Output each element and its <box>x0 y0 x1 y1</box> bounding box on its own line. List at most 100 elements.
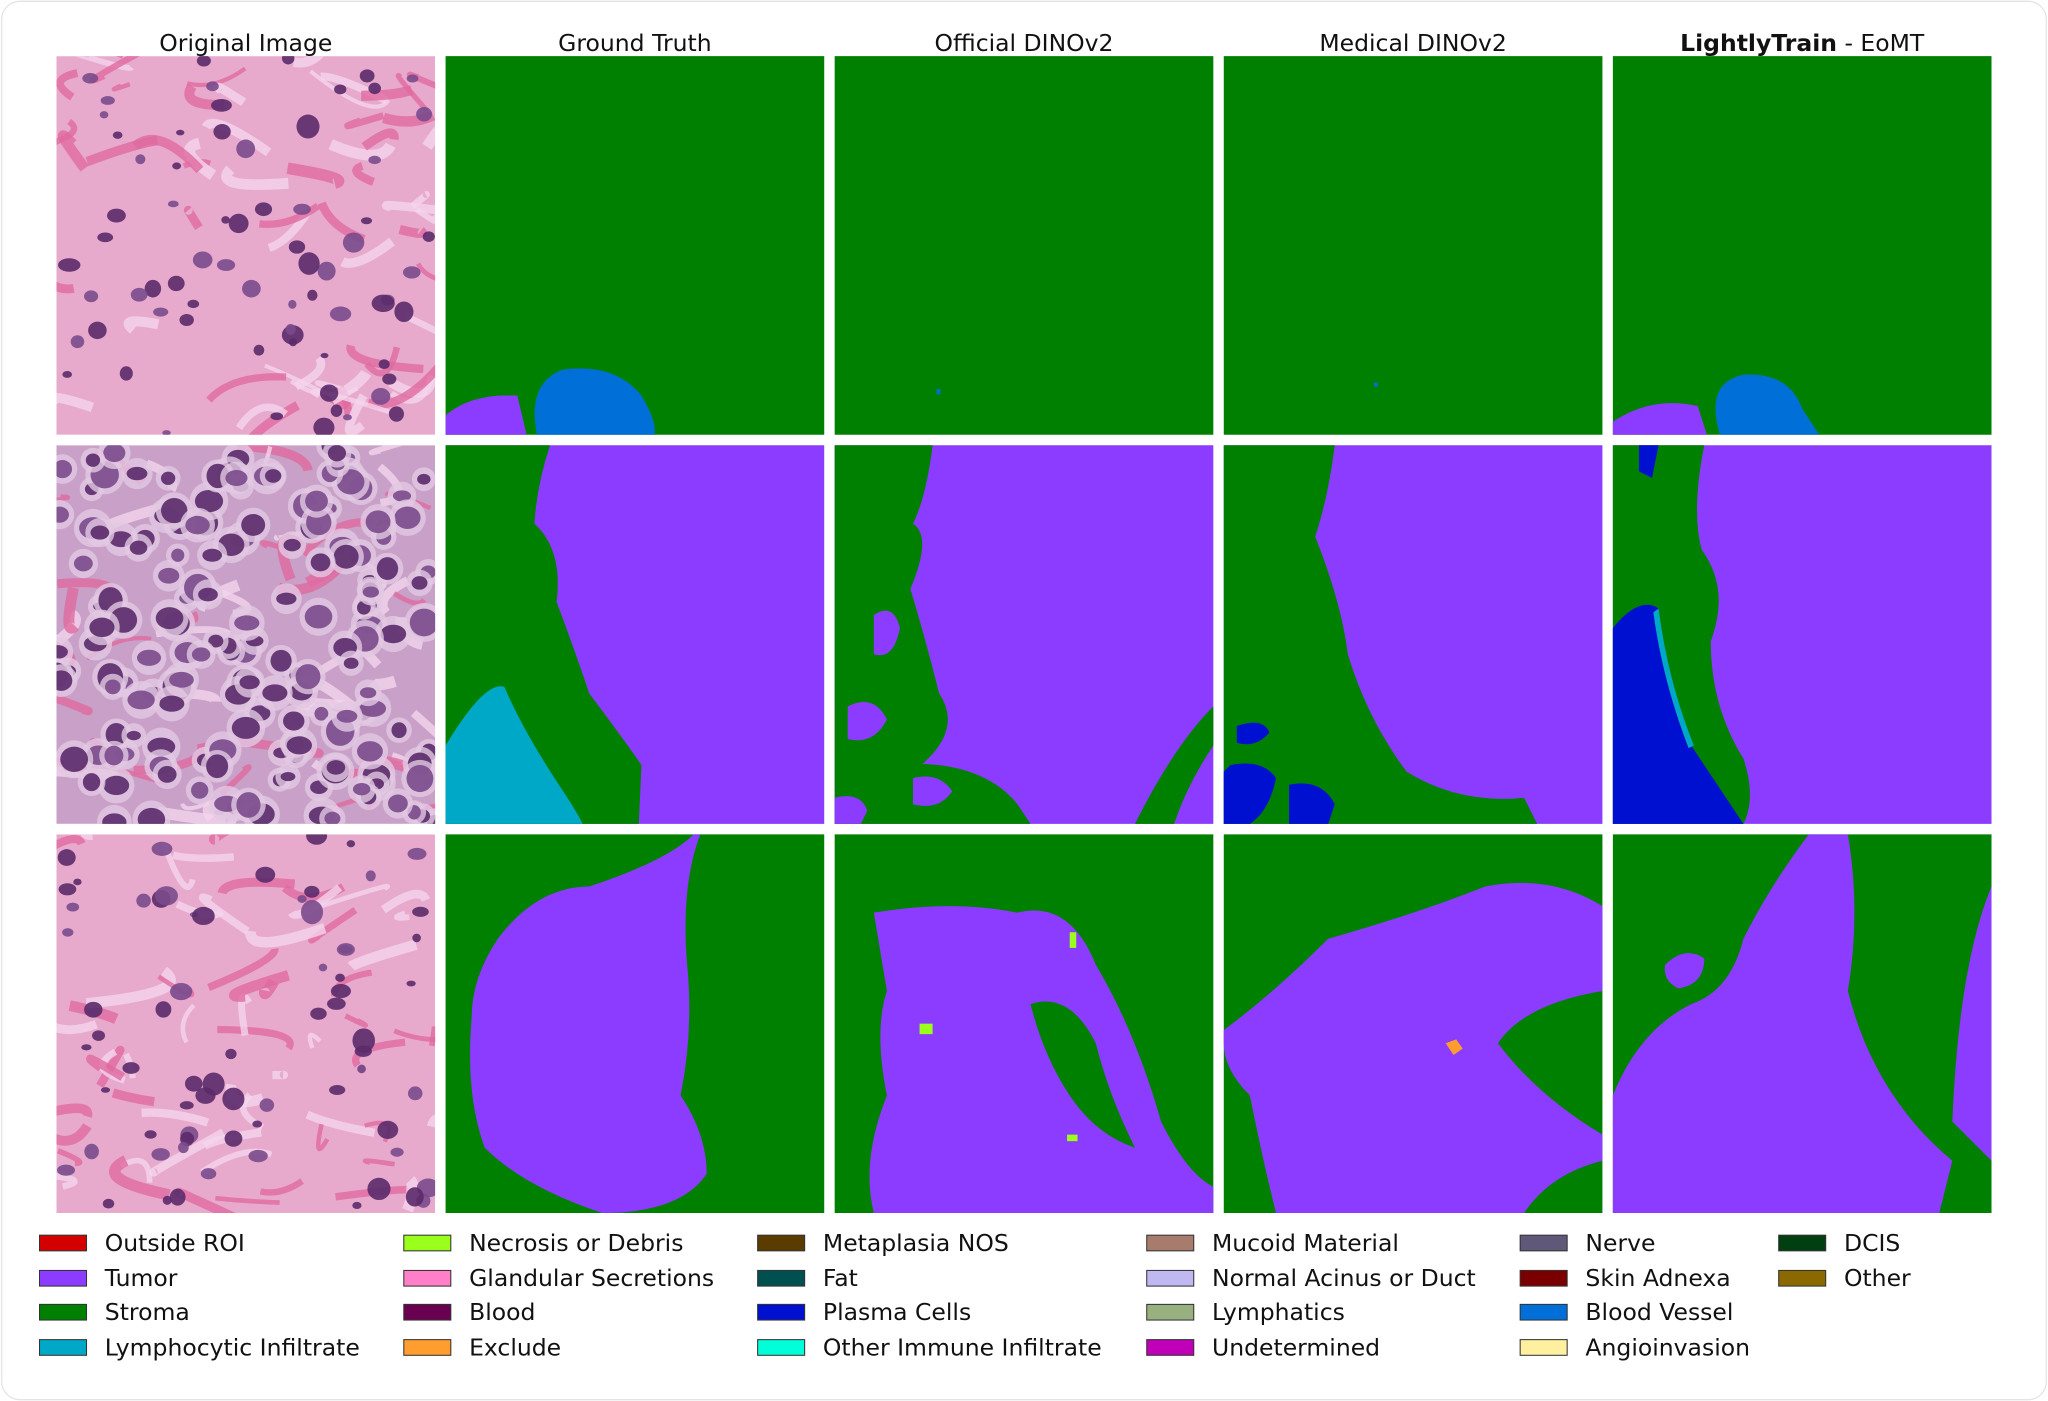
fiber <box>111 1088 155 1107</box>
mask-region <box>1289 783 1335 824</box>
nucleus <box>161 498 188 524</box>
nucleus <box>283 538 301 552</box>
segmentation-mask <box>1223 445 1603 824</box>
nucleus <box>234 615 260 631</box>
nucleus <box>304 885 320 898</box>
fiber <box>378 576 410 616</box>
fiber <box>415 207 436 225</box>
panels <box>56 56 1992 1213</box>
nucleus <box>336 469 365 495</box>
legend-swatch <box>38 1339 88 1356</box>
legend-swatch <box>38 1303 88 1321</box>
fiber <box>111 82 131 92</box>
nucleus <box>422 231 435 242</box>
nucleus <box>167 200 179 208</box>
nucleus <box>317 261 336 281</box>
fiber <box>149 1128 226 1177</box>
nucleus <box>171 548 185 562</box>
legend-swatch <box>403 1339 452 1356</box>
nucleus <box>288 338 298 347</box>
nucleus <box>194 489 224 513</box>
legend-label: Angioinvasion <box>1585 1333 1750 1361</box>
legend-swatch <box>1146 1339 1195 1356</box>
fiber <box>366 364 436 409</box>
nucleus <box>191 781 209 799</box>
nucleus <box>167 275 185 292</box>
legend-swatch <box>1778 1269 1827 1287</box>
mask-region <box>1612 403 1707 435</box>
nucleus <box>103 775 130 796</box>
nucleus <box>280 772 296 782</box>
nucleus <box>241 514 266 536</box>
nucleus <box>259 1098 275 1112</box>
legend-label: Stroma <box>105 1298 190 1326</box>
nucleus <box>84 1001 103 1018</box>
fiber <box>393 1028 436 1042</box>
legend-label: Undetermined <box>1212 1333 1380 1361</box>
fiber <box>56 281 75 294</box>
nucleus <box>206 754 229 779</box>
nucleus <box>162 430 171 435</box>
nucleus <box>371 388 391 405</box>
nucleus <box>57 1164 75 1176</box>
fiber <box>208 834 230 845</box>
legend-label: Fat <box>823 1264 858 1292</box>
histology-image <box>56 56 436 435</box>
mask-region <box>834 796 868 824</box>
nucleus <box>357 1065 366 1073</box>
nucleus <box>73 878 82 886</box>
nucleus <box>236 139 256 159</box>
mask-region <box>1030 1001 1135 1148</box>
nucleus <box>295 664 321 690</box>
legend: Outside ROI Tumor Stroma Lymphocytic Infilt… <box>38 1229 1911 1361</box>
mask-region <box>1067 1134 1078 1142</box>
nucleus <box>202 548 222 562</box>
fiber <box>364 346 401 377</box>
nucleus <box>57 849 76 866</box>
nucleus <box>262 684 288 702</box>
mask-region <box>470 834 707 1213</box>
fiber <box>340 237 395 268</box>
fiber <box>221 165 289 190</box>
nucleus <box>343 657 359 669</box>
legend-label: DCIS <box>1844 1229 1900 1257</box>
nucleus <box>354 1045 372 1057</box>
mask-region <box>1223 763 1276 824</box>
legend-label: Metaplasia NOS <box>823 1229 1009 1257</box>
nucleus <box>211 98 232 112</box>
segmentation-mask <box>1223 56 1603 435</box>
nucleus <box>286 736 312 755</box>
legend-swatch <box>1519 1234 1568 1252</box>
fiber <box>215 1195 280 1205</box>
legend-swatch <box>757 1339 806 1356</box>
fiber <box>362 1158 396 1167</box>
nucleus <box>191 647 211 662</box>
legend-swatch <box>403 1303 452 1321</box>
fiber <box>56 392 95 413</box>
nucleus <box>342 414 352 421</box>
nucleus <box>406 764 434 793</box>
nucleus <box>144 279 162 298</box>
legend-swatch <box>1146 1303 1195 1321</box>
legend-swatch <box>1146 1269 1195 1287</box>
nucleus <box>254 202 273 217</box>
nucleus <box>330 984 351 999</box>
nucleus <box>56 645 68 659</box>
fiber <box>56 693 93 716</box>
fiber <box>56 69 79 101</box>
nucleus <box>84 290 99 303</box>
nucleus <box>185 515 210 535</box>
mask-region <box>1612 56 1992 435</box>
fiber <box>248 401 300 435</box>
nucleus <box>56 460 73 479</box>
legend-label: Necrosis or Debris <box>469 1229 683 1257</box>
legend-label: Other <box>1844 1264 1911 1292</box>
column-title: Medical DINOv2 <box>1319 29 1506 57</box>
legend-swatch <box>757 1234 806 1252</box>
title-bold: LightlyTrain <box>1680 29 1837 57</box>
nucleus <box>359 687 377 699</box>
nucleus <box>407 847 427 860</box>
legend-swatch <box>1146 1234 1195 1252</box>
nucleus <box>352 782 371 796</box>
